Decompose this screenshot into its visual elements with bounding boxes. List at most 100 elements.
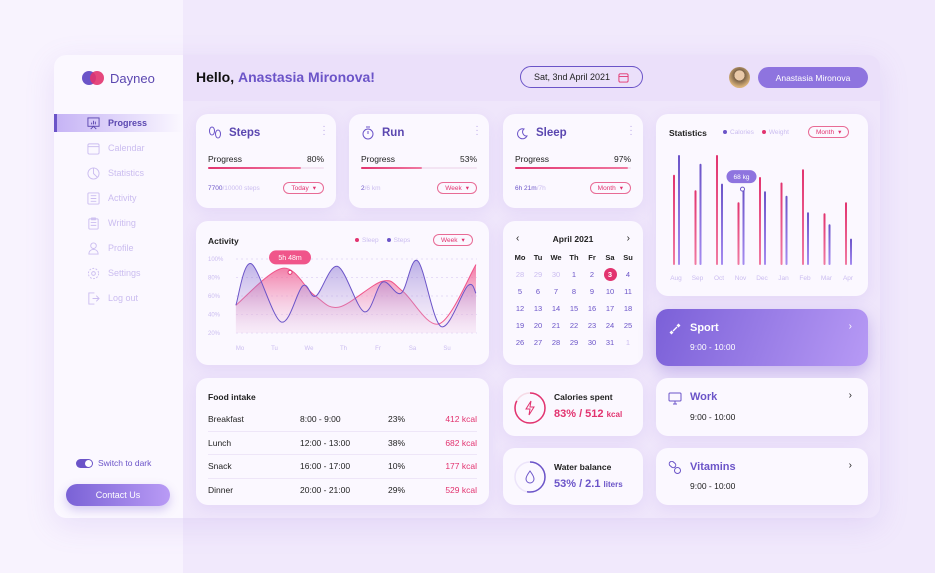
bar-calories-mar[interactable] <box>828 224 831 265</box>
user-menu-button[interactable]: Anastasia Mironova <box>758 67 868 88</box>
chevron-right-icon: › <box>848 321 852 332</box>
period-dropdown[interactable]: Today ▾ <box>283 182 324 194</box>
bar-calories-apr[interactable] <box>850 238 852 265</box>
calendar-day[interactable]: 29 <box>569 338 579 347</box>
calendar-day[interactable]: 29 <box>533 270 543 279</box>
user-icon <box>88 241 99 255</box>
period-dropdown[interactable]: Week ▾ <box>437 182 477 194</box>
contact-us-button[interactable]: Contact Us <box>66 484 170 506</box>
avatar[interactable] <box>729 67 750 88</box>
caret-down-icon: ▾ <box>619 185 623 192</box>
calendar-day[interactable]: 4 <box>625 270 631 279</box>
calendar-day[interactable]: 24 <box>605 321 615 330</box>
schedule-vitamins[interactable]: Vitamins 9:00 - 10:00 › <box>656 448 868 505</box>
schedule-time: 9:00 - 10:00 <box>690 412 736 422</box>
calendar-day[interactable]: 23 <box>587 321 597 330</box>
calendar-day[interactable]: 2 <box>589 270 595 279</box>
sidebar-item-log-out[interactable]: Log out <box>54 289 183 307</box>
bar-calories-sep[interactable] <box>699 163 702 265</box>
y-tick-label: 80% <box>208 276 221 282</box>
bar-weight-aug[interactable] <box>673 174 675 265</box>
activity-area-chart: 100% 80% 60% 40% 20% Mo Tu We Th Fr Sa Su 5h 48m <box>208 250 477 352</box>
calendar-day[interactable]: 27 <box>533 338 543 347</box>
bar-weight-nov[interactable] <box>737 202 740 265</box>
bar-calories-dec[interactable] <box>764 191 766 265</box>
sidebar-item-calendar[interactable]: Calendar <box>54 139 183 157</box>
prev-month-button[interactable]: ‹ <box>516 233 520 244</box>
calendar-day[interactable]: 13 <box>533 304 543 313</box>
bar-calories-jan[interactable] <box>785 195 788 265</box>
calendar-day[interactable]: 15 <box>569 304 579 313</box>
next-month-button[interactable]: › <box>626 233 630 244</box>
calendar-day[interactable]: 7 <box>553 287 559 296</box>
bar-weight-oct[interactable] <box>716 155 718 265</box>
calendar-day[interactable]: 10 <box>605 287 615 296</box>
calendar-day-selected[interactable]: 3 <box>603 268 617 281</box>
card-sleep: Sleep · · · Progress 97% 6h 21m/7h Month ▾ <box>503 114 643 208</box>
more-options-icon[interactable]: · · · <box>322 121 326 140</box>
water-ring <box>514 461 546 493</box>
progress-percent: 97% <box>613 154 631 164</box>
sidebar-item-statistics[interactable]: Statistics <box>54 164 183 182</box>
sidebar-item-writing[interactable]: Writing <box>54 214 183 232</box>
bar-weight-apr[interactable] <box>845 202 847 265</box>
bar-calories-oct[interactable] <box>721 183 723 265</box>
progress-current: 2 <box>361 185 365 192</box>
bar-weight-mar[interactable] <box>823 213 826 265</box>
bar-calories-aug[interactable] <box>678 155 680 265</box>
x-tick-label: Oct <box>714 275 724 282</box>
bar-weight-sep[interactable] <box>694 190 697 265</box>
calendar-day[interactable]: 28 <box>515 270 525 279</box>
dark-mode-toggle[interactable] <box>76 459 93 468</box>
progress-detail: 6h 21m/7h <box>515 185 546 192</box>
schedule-sport[interactable]: Sport 9:00 - 10:00 › <box>656 309 868 366</box>
caret-down-icon: ▾ <box>461 237 465 244</box>
calendar-day[interactable]: 28 <box>551 338 561 347</box>
bar-calories-nov[interactable] <box>742 189 745 265</box>
activity-period-dropdown[interactable]: Week ▾ <box>433 234 473 246</box>
date-picker[interactable]: Sat, 3nd April 2021 <box>520 66 643 88</box>
calendar-day[interactable]: 19 <box>515 321 525 330</box>
schedule-work[interactable]: Work 9:00 - 10:00 › <box>656 378 868 436</box>
calendar-day[interactable]: 20 <box>533 321 543 330</box>
calendar-day[interactable]: 17 <box>605 304 615 313</box>
calendar-day[interactable]: 12 <box>515 304 525 313</box>
sidebar-item-settings[interactable]: Settings <box>54 264 183 282</box>
calendar-day[interactable]: 9 <box>589 287 595 296</box>
schedule-title: Sport <box>690 322 719 334</box>
bar-calories-feb[interactable] <box>807 212 809 265</box>
clipboard-icon <box>88 216 99 230</box>
statistics-period-dropdown[interactable]: Month ▾ <box>808 126 850 138</box>
calories-amount: 83% / 512 <box>554 408 604 420</box>
calendar-day[interactable]: 1 <box>625 338 631 347</box>
progress-bar <box>515 167 631 169</box>
calendar-day[interactable]: 5 <box>517 287 523 296</box>
calendar-day[interactable]: 6 <box>535 287 541 296</box>
sidebar-item-activity[interactable]: Activity <box>54 189 183 207</box>
calendar-day[interactable]: 25 <box>623 321 633 330</box>
more-options-icon[interactable]: · · · <box>475 121 479 140</box>
calendar-day[interactable]: 8 <box>571 287 577 296</box>
sidebar-item-profile[interactable]: Profile <box>54 239 183 257</box>
bar-weight-dec[interactable] <box>759 177 761 265</box>
tooltip-point <box>740 186 745 192</box>
calendar-day[interactable]: 31 <box>605 338 615 347</box>
calendar-day[interactable]: 11 <box>624 287 632 296</box>
progress-current: 7700 <box>208 185 223 192</box>
calendar-day[interactable]: 30 <box>551 270 561 279</box>
card-title: Run <box>382 127 405 139</box>
water-title: Water balance <box>554 462 612 472</box>
calendar-day[interactable]: 22 <box>569 321 579 330</box>
calendar-day[interactable]: 1 <box>571 270 577 279</box>
calendar-day[interactable]: 14 <box>551 304 561 313</box>
calendar-day[interactable]: 21 <box>551 321 561 330</box>
bar-weight-feb[interactable] <box>802 169 804 265</box>
sidebar-item-progress[interactable]: Progress <box>54 114 183 132</box>
calendar-day[interactable]: 18 <box>623 304 633 313</box>
more-options-icon[interactable]: · · · <box>629 121 633 140</box>
bar-weight-jan[interactable] <box>780 182 783 266</box>
calendar-day[interactable]: 16 <box>587 304 597 313</box>
calendar-day[interactable]: 26 <box>515 338 525 347</box>
calendar-day[interactable]: 30 <box>587 338 597 347</box>
period-dropdown[interactable]: Month ▾ <box>589 182 631 194</box>
